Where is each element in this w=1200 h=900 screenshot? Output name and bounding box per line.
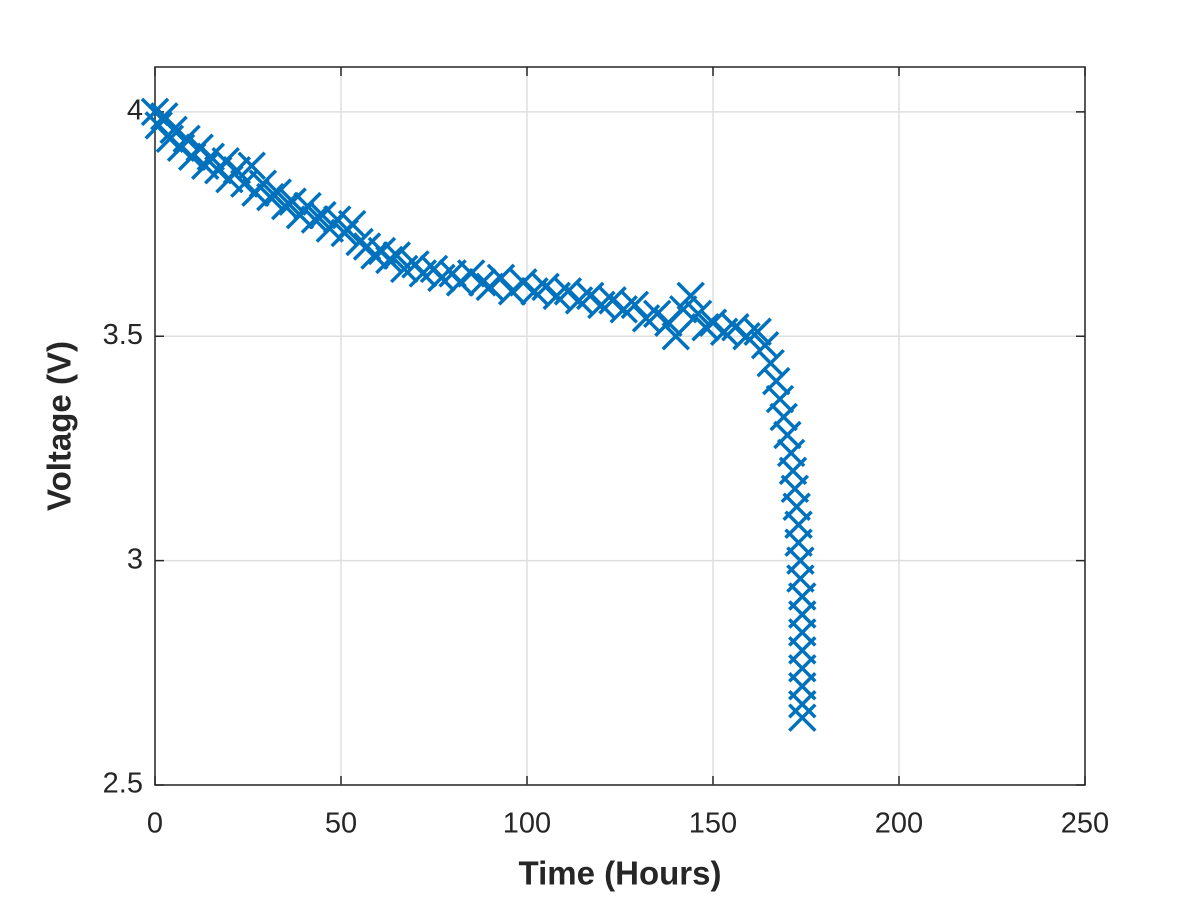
marker [683,299,713,329]
marker [256,182,285,212]
marker [248,169,278,198]
x-tick-label: 250 [1061,808,1109,840]
marker [788,703,817,732]
marker [337,209,367,239]
x-tick-label: 150 [689,808,737,840]
y-axis-label: Voltage (V) [41,341,78,511]
marker [172,124,201,154]
x-axis-label: Time (Hours) [519,855,722,892]
marker [263,178,292,207]
marker [769,402,798,432]
marker [773,420,802,450]
marker [743,317,772,347]
marker [765,384,795,414]
marker [293,191,322,221]
marker [237,151,266,180]
marker [159,115,188,145]
marker [676,281,705,311]
marker [750,330,780,360]
y-tick-label: 2.5 [103,768,143,800]
x-tick-label: 50 [325,808,357,840]
marker [270,191,300,221]
marker [691,313,720,342]
marker [468,268,497,297]
marker [762,366,791,396]
marker [788,689,817,719]
y-tick-label: 3 [127,543,143,575]
y-tick-label: 3.5 [103,319,143,351]
marker [661,322,691,351]
marker [756,348,785,378]
x-tick-label: 0 [147,808,163,840]
plot-box [154,66,1086,786]
x-tick-label: 200 [875,808,923,840]
x-tick-label: 100 [503,808,551,840]
y-tick-label: 4 [127,95,143,127]
marker [382,241,412,270]
marker [375,245,404,275]
marker [150,102,179,131]
marker [300,205,330,234]
